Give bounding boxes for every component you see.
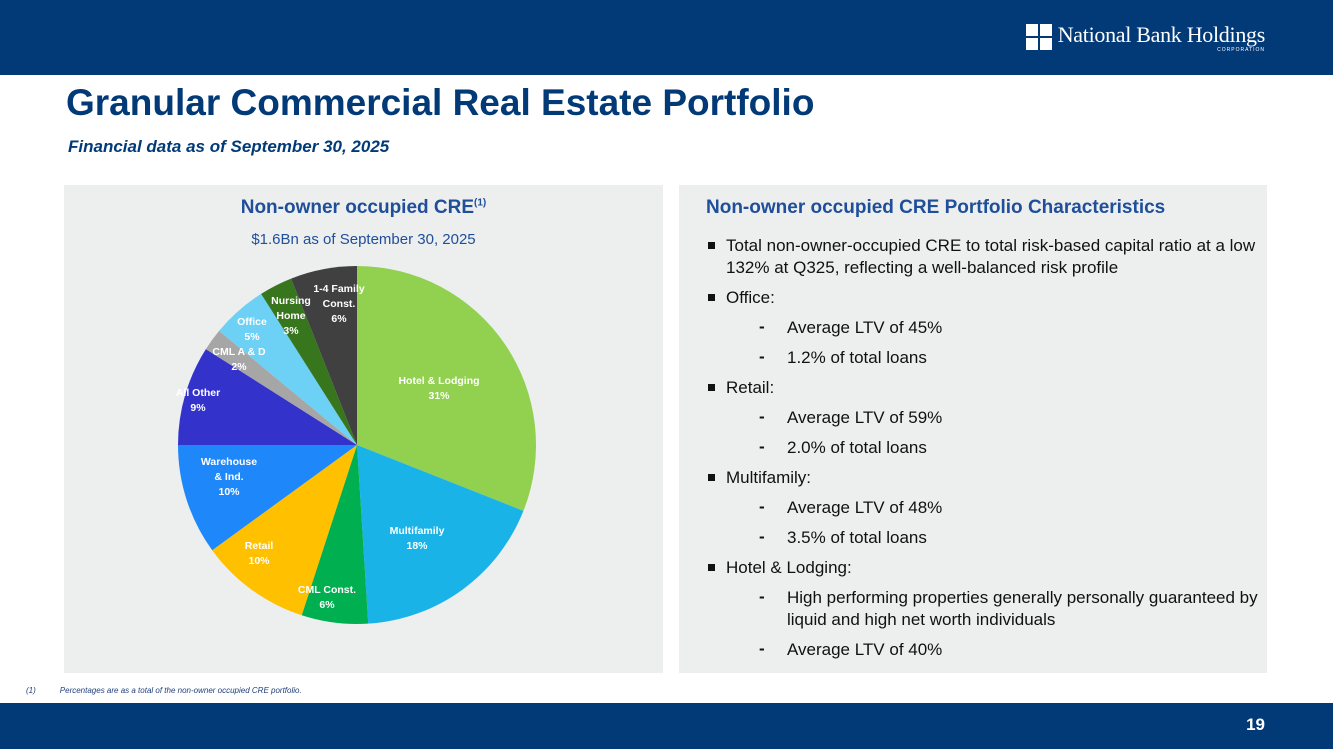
slice-label-value: 10% <box>248 555 270 567</box>
slice-label-name: Nursing <box>271 295 311 307</box>
slice-label: Warehouse & Ind. 10% <box>201 456 257 498</box>
slice-label-value: 6% <box>331 313 347 325</box>
slice-label-name: Warehouse <box>201 456 257 468</box>
slice-label-value: 3% <box>283 325 299 337</box>
slice-label-name: CML A & D <box>212 346 266 358</box>
chart-panel: Non-owner occupied CRE(1) $1.6Bn as of S… <box>64 185 663 673</box>
slice-label-name: Office <box>237 316 267 328</box>
slice-label: Hotel & Lodging 31% <box>398 375 479 402</box>
slice-label-name: Home <box>276 310 305 322</box>
pie-slice <box>261 278 357 445</box>
slice-label: CML A & D 2% <box>212 346 266 373</box>
sub-item: 2.0% of total loans <box>706 436 1266 459</box>
sub-item: Average LTV of 48% <box>706 496 1266 519</box>
slice-label: Retail 10% <box>245 540 274 567</box>
slice-label-name: Hotel & Lodging <box>398 375 479 387</box>
logo-name: National Bank Holdings <box>1057 22 1266 47</box>
slice-label-name: Const. <box>323 298 356 310</box>
slice-label: All Other 9% <box>176 387 220 414</box>
slice-label: CML Const. 6% <box>298 584 356 611</box>
pie-slice <box>301 445 369 624</box>
sub-item: 3.5% of total loans <box>706 526 1266 549</box>
chart-title: Non-owner occupied CRE(1) <box>64 197 663 219</box>
bullet-item: Office: <box>706 287 1266 309</box>
characteristics-panel: Non-owner occupied CRE Portfolio Charact… <box>679 185 1267 673</box>
pie-chart: Hotel & Lodging 31% Multifamily 18% CML Cons… <box>176 266 536 624</box>
sub-item: Average LTV of 40% <box>706 638 1266 661</box>
pie-slice <box>219 293 357 445</box>
slice-label: Nursing Home 3% <box>271 295 311 337</box>
header-bar: National Bank Holdings CORPORATION <box>0 0 1333 75</box>
bullet-item: Multifamily: <box>706 467 1266 489</box>
slice-label-value: 18% <box>406 540 428 552</box>
page-number: 19 <box>1246 715 1265 734</box>
chart-subtitle: $1.6Bn as of September 30, 2025 <box>251 231 476 248</box>
pie-slice <box>178 349 357 445</box>
slice-label: 1-4 Family Const. 6% <box>313 283 365 325</box>
sub-item: High performing properties generally per… <box>706 586 1266 631</box>
sub-item: 1.2% of total loans <box>706 346 1266 369</box>
bullet-item: Hotel & Lodging: <box>706 557 1266 579</box>
slice-label-name: Retail <box>245 540 274 552</box>
chart-title-text: Non-owner occupied CRE <box>240 197 475 218</box>
slice-label-value: 5% <box>244 331 260 343</box>
slice-label-name: 1-4 Family <box>313 283 365 295</box>
pie-slice <box>357 445 524 624</box>
pie-slice <box>357 266 536 511</box>
pie-slice <box>212 445 357 616</box>
page-subtitle: Financial data as of September 30, 2025 <box>68 137 390 156</box>
bullet-item: Total non-owner-occupied CRE to total ri… <box>706 235 1266 279</box>
footer-bar: 19 <box>0 703 1333 749</box>
slice-label-value: 9% <box>190 402 206 414</box>
footnote-marker: (1) <box>26 686 36 695</box>
slice-label: Multifamily 18% <box>390 525 445 552</box>
logo-icon <box>1025 24 1052 50</box>
logo-sub: CORPORATION <box>1217 47 1265 53</box>
company-logo: National Bank Holdings CORPORATION <box>1025 22 1266 53</box>
pie-slice <box>205 330 357 445</box>
footnote-ref: (1) <box>474 197 487 209</box>
bullet-item: Retail: <box>706 377 1266 399</box>
slice-label-name: & Ind. <box>214 471 243 483</box>
characteristics-title: Non-owner occupied CRE Portfolio Charact… <box>706 197 1166 218</box>
slice-label-name: Multifamily <box>390 525 445 537</box>
pie-slice <box>291 266 357 445</box>
slice-label-name: CML Const. <box>298 584 356 596</box>
pie-slice <box>178 445 357 551</box>
footnote: (1) Percentages are as a total of the non… <box>26 686 326 695</box>
slice-label-value: 6% <box>319 599 335 611</box>
slice-label-name: All Other <box>176 387 220 399</box>
slice-label-value: 10% <box>218 486 240 498</box>
slice-label-value: 31% <box>428 390 450 402</box>
footnote-text: Percentages are as a total of the non-ow… <box>59 686 302 695</box>
slice-label: Office 5% <box>237 316 267 343</box>
slice-label-value: 2% <box>231 361 247 373</box>
sub-item: Average LTV of 45% <box>706 316 1266 339</box>
page-title: Granular Commercial Real Estate Portfoli… <box>66 82 815 123</box>
sub-item: Average LTV of 59% <box>706 406 1266 429</box>
characteristics-list: Total non-owner-occupied CRE to total ri… <box>706 235 1266 669</box>
